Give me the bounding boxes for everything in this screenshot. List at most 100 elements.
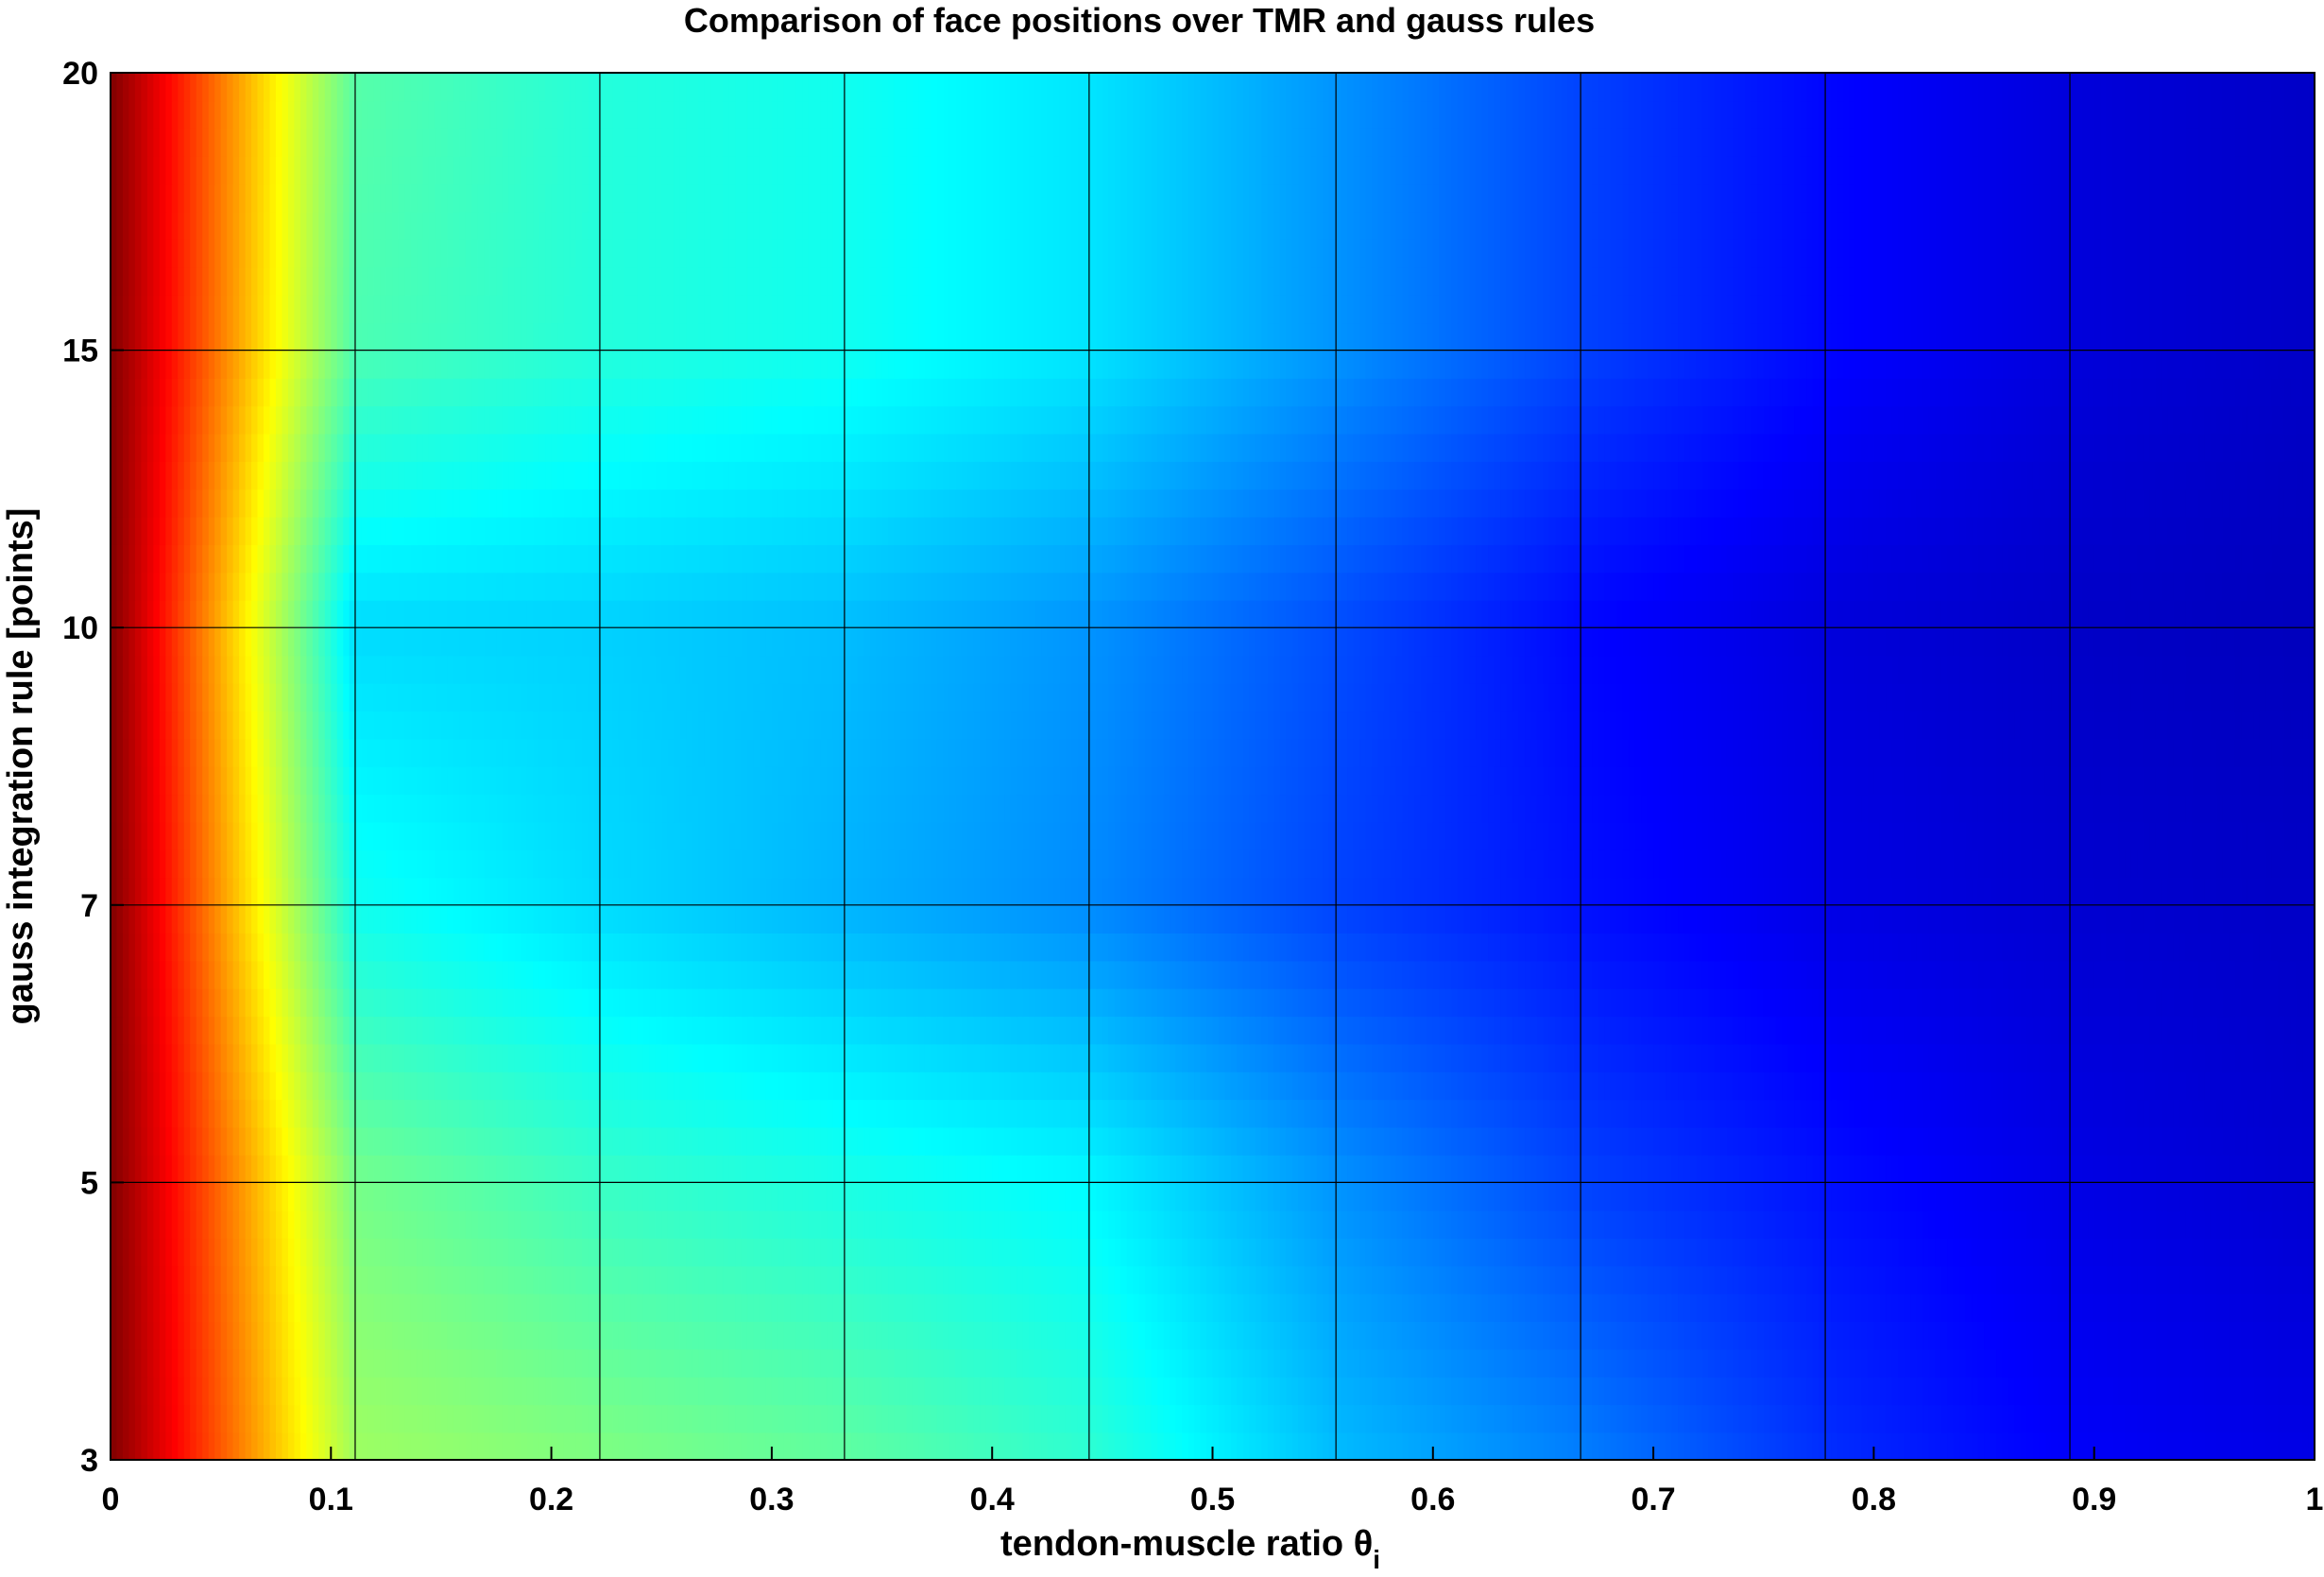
- heatmap-cell: [1978, 1294, 1985, 1322]
- heatmap-cell: [2204, 1377, 2211, 1405]
- heatmap-cell: [1727, 1294, 1734, 1322]
- heatmap-cell: [863, 1127, 870, 1156]
- heatmap-cell: [1555, 1099, 1562, 1127]
- heatmap-cell: [276, 1238, 282, 1266]
- heatmap-cell: [1237, 1404, 1243, 1432]
- heatmap-cell: [306, 1349, 313, 1378]
- heatmap-cell: [1090, 1321, 1097, 1349]
- heatmap-cell: [925, 1071, 931, 1100]
- heatmap-cell: [1525, 1182, 1531, 1210]
- heatmap-cell: [564, 1182, 571, 1210]
- heatmap-cell: [404, 1155, 411, 1183]
- heatmap-cell: [1414, 1404, 1421, 1432]
- heatmap-cell: [313, 1432, 319, 1461]
- heatmap-cell: [1213, 1377, 1220, 1405]
- heatmap-cell: [1604, 1294, 1611, 1322]
- heatmap-cell: [2192, 1238, 2198, 1266]
- heatmap-cell: [631, 1182, 638, 1210]
- heatmap-cell: [300, 1294, 307, 1322]
- heatmap-cell: [649, 1182, 656, 1210]
- heatmap-cell: [2014, 1294, 2021, 1322]
- heatmap-cell: [1359, 1155, 1366, 1183]
- heatmap-cell: [496, 1182, 503, 1210]
- heatmap-cell: [900, 1294, 907, 1322]
- heatmap-cell: [423, 1404, 430, 1432]
- heatmap-cell: [1653, 1404, 1660, 1432]
- heatmap-cell: [1256, 1155, 1262, 1183]
- heatmap-cell: [1898, 1127, 1905, 1156]
- heatmap-cell: [2058, 1182, 2064, 1210]
- heatmap-cell: [1201, 1071, 1207, 1100]
- heatmap-cell: [1954, 1404, 1960, 1432]
- heatmap-cell: [772, 1265, 778, 1294]
- heatmap-cell: [288, 1321, 295, 1349]
- heatmap-cell: [374, 1349, 381, 1378]
- heatmap-cell: [888, 1155, 895, 1183]
- heatmap-cell: [1396, 1432, 1403, 1461]
- heatmap-cell: [858, 1294, 864, 1322]
- heatmap-cell: [331, 1127, 337, 1156]
- heatmap-cell: [1305, 1294, 1311, 1322]
- heatmap-cell: [1708, 1265, 1715, 1294]
- heatmap-cell: [600, 1349, 607, 1378]
- heatmap-cell: [2290, 1238, 2297, 1266]
- heatmap-cell: [1861, 1404, 1868, 1432]
- heatmap-cell: [631, 1432, 638, 1461]
- heatmap-cell: [1696, 1432, 1702, 1461]
- heatmap-cell: [471, 1071, 478, 1100]
- heatmap-cell: [1947, 1210, 1954, 1239]
- heatmap-cell: [128, 1404, 135, 1432]
- heatmap-cell: [1023, 1071, 1030, 1100]
- heatmap-cell: [1206, 1265, 1213, 1294]
- heatmap-cell: [564, 1071, 571, 1100]
- heatmap-cell: [435, 1127, 441, 1156]
- heatmap-cell: [2253, 1265, 2260, 1294]
- heatmap-cell: [1194, 1182, 1201, 1210]
- heatmap-cell: [980, 1182, 986, 1210]
- heatmap-cell: [1017, 1210, 1023, 1239]
- heatmap-cell: [2156, 1238, 2162, 1266]
- heatmap-cell: [1972, 1155, 1978, 1183]
- heatmap-cell: [2284, 1404, 2291, 1432]
- heatmap-cell: [612, 1432, 619, 1461]
- heatmap-cell: [1164, 1071, 1171, 1100]
- heatmap-cell: [264, 1404, 270, 1432]
- heatmap-cell: [1708, 1238, 1715, 1266]
- heatmap-cell: [1115, 1377, 1121, 1405]
- heatmap-cell: [325, 1182, 332, 1210]
- heatmap-cell: [1978, 1265, 1985, 1294]
- heatmap-cell: [1102, 1265, 1109, 1294]
- heatmap-cell: [858, 1099, 864, 1127]
- heatmap-cell: [1090, 1238, 1097, 1266]
- heatmap-cell: [1849, 1099, 1855, 1127]
- heatmap-cell: [343, 1432, 350, 1461]
- heatmap-cell: [1372, 1294, 1378, 1322]
- heatmap-cell: [459, 1238, 466, 1266]
- heatmap-cell: [1029, 1099, 1035, 1127]
- heatmap-cell: [2216, 1127, 2223, 1156]
- heatmap-cell: [1898, 1265, 1905, 1294]
- heatmap-cell: [1629, 1432, 1635, 1461]
- heatmap-cell: [2026, 1071, 2033, 1100]
- heatmap-cell: [1530, 1377, 1537, 1405]
- heatmap-cell: [2290, 1099, 2297, 1127]
- heatmap-cell: [2241, 1349, 2247, 1378]
- heatmap-cell: [1739, 1099, 1746, 1127]
- heatmap-cell: [190, 1210, 197, 1239]
- heatmap-cell: [913, 1127, 919, 1156]
- heatmap-cell: [478, 1182, 485, 1210]
- heatmap-cell: [1421, 1349, 1427, 1378]
- heatmap-cell: [2131, 1377, 2138, 1405]
- heatmap-cell: [1427, 1099, 1433, 1127]
- heatmap-cell: [490, 1099, 497, 1127]
- heatmap-cell: [1567, 1155, 1574, 1183]
- heatmap-cell: [2167, 1349, 2174, 1378]
- heatmap-cell: [631, 1294, 638, 1322]
- heatmap-cell: [967, 1182, 974, 1210]
- heatmap-cell: [1071, 1294, 1078, 1322]
- heatmap-cell: [1482, 1099, 1489, 1127]
- heatmap-cell: [1261, 1404, 1268, 1432]
- heatmap-cell: [2253, 1404, 2260, 1432]
- heatmap-cell: [717, 1182, 724, 1210]
- heatmap-cell: [1170, 1321, 1176, 1349]
